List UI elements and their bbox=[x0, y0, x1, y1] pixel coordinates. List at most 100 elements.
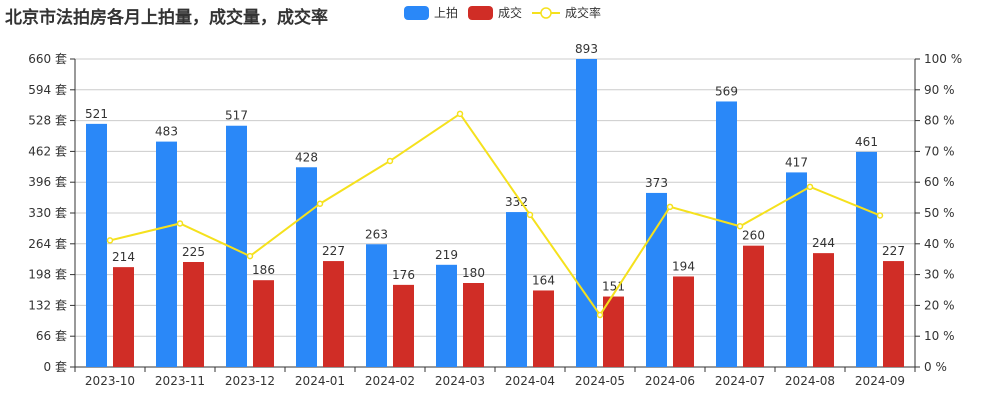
bar-sold bbox=[883, 261, 904, 367]
bar-sold bbox=[323, 261, 344, 367]
bar-label-sold: 227 bbox=[882, 244, 905, 258]
bar-listed bbox=[716, 101, 737, 367]
bar-label-listed: 517 bbox=[225, 109, 248, 123]
x-axis-tick-label: 2024-03 bbox=[435, 374, 485, 388]
bar-listed bbox=[576, 59, 597, 367]
bar-label-listed: 417 bbox=[785, 155, 808, 169]
bar-label-listed: 428 bbox=[295, 150, 318, 164]
rate-point bbox=[106, 237, 114, 244]
rate-point bbox=[876, 212, 884, 219]
bar-label-listed: 483 bbox=[155, 125, 178, 139]
legend-label-sold: 成交 bbox=[498, 6, 523, 20]
bar-listed bbox=[506, 212, 527, 367]
left-axis-tick-label: 198 套 bbox=[28, 268, 67, 282]
bar-label-listed: 893 bbox=[575, 42, 598, 56]
right-axis-tick-label: 20 % bbox=[924, 298, 955, 312]
left-axis-tick-label: 462 套 bbox=[28, 144, 67, 158]
right-axis-tick-label: 100 % bbox=[924, 52, 962, 66]
x-axis-tick-label: 2024-08 bbox=[785, 374, 835, 388]
rate-point bbox=[596, 311, 604, 319]
bar-label-sold: 164 bbox=[532, 273, 555, 287]
left-axis-tick-label: 264 套 bbox=[28, 237, 67, 251]
bar-label-listed: 461 bbox=[855, 135, 878, 149]
bar-sold bbox=[673, 276, 694, 367]
bar-label-sold: 260 bbox=[742, 229, 765, 243]
left-axis-tick-label: 528 套 bbox=[28, 114, 67, 128]
left-axis-tick-label: 132 套 bbox=[28, 298, 67, 312]
right-axis-tick-label: 30 % bbox=[924, 268, 955, 282]
bar-listed bbox=[856, 151, 877, 367]
legend-item-rate[interactable]: 成交率 bbox=[532, 4, 601, 21]
bar-label-listed: 219 bbox=[435, 248, 458, 262]
rate-point bbox=[736, 222, 744, 230]
bar-label-sold: 244 bbox=[812, 236, 835, 250]
legend-swatch-listed bbox=[404, 5, 429, 20]
bar-listed bbox=[436, 264, 457, 367]
left-axis-tick-label: 0 套 bbox=[44, 360, 67, 374]
bar-sold bbox=[253, 280, 274, 367]
bar-sold bbox=[463, 283, 484, 367]
bar-label-sold: 180 bbox=[462, 266, 485, 280]
bar-label-listed: 373 bbox=[645, 176, 668, 190]
right-axis-tick-label: 80 % bbox=[924, 114, 955, 128]
bar-listed bbox=[156, 141, 177, 367]
bar-sold bbox=[113, 267, 134, 367]
bar-listed bbox=[366, 244, 387, 367]
rate-point bbox=[806, 183, 814, 191]
left-axis-tick-label: 66 套 bbox=[36, 329, 67, 343]
rate-point bbox=[176, 220, 184, 227]
bar-label-listed: 332 bbox=[505, 195, 528, 209]
chart-title: 北京市法拍房各月上拍量，成交量，成交率 bbox=[5, 8, 328, 28]
bar-sold bbox=[603, 296, 624, 367]
right-axis-tick-label: 70 % bbox=[924, 144, 955, 158]
bar-sold bbox=[533, 290, 554, 367]
x-axis-tick-label: 2024-07 bbox=[715, 374, 765, 388]
bar-label-sold: 194 bbox=[672, 259, 695, 273]
bar-listed bbox=[226, 125, 247, 367]
left-axis-tick-label: 396 套 bbox=[28, 175, 67, 189]
right-axis-tick-label: 40 % bbox=[924, 237, 955, 251]
x-axis-tick-label: 2023-12 bbox=[225, 374, 275, 388]
rate-point bbox=[666, 203, 674, 211]
x-axis-tick-label: 2024-05 bbox=[575, 374, 625, 388]
rate-point bbox=[526, 211, 534, 219]
x-axis-tick-label: 2024-02 bbox=[365, 374, 415, 388]
left-axis-tick-label: 594 套 bbox=[28, 83, 67, 97]
legend-label-rate: 成交率 bbox=[565, 6, 602, 20]
rate-point bbox=[386, 157, 394, 165]
bar-label-sold: 176 bbox=[392, 268, 415, 282]
bar-label-sold: 227 bbox=[322, 244, 345, 258]
x-axis-tick-label: 2024-01 bbox=[295, 374, 345, 388]
right-axis-tick-label: 60 % bbox=[924, 175, 955, 189]
right-axis-tick-label: 50 % bbox=[924, 206, 955, 220]
right-axis-tick-label: 10 % bbox=[924, 329, 955, 343]
legend-label-listed: 上拍 bbox=[434, 6, 459, 20]
right-axis-tick-label: 0 % bbox=[924, 360, 947, 374]
legend-item-sold[interactable]: 成交 bbox=[468, 4, 522, 21]
bar-listed bbox=[646, 192, 667, 367]
x-axis-tick-label: 2023-10 bbox=[85, 374, 135, 388]
x-axis-tick-label: 2024-06 bbox=[645, 374, 695, 388]
bar-listed bbox=[786, 172, 807, 367]
bar-sold bbox=[183, 262, 204, 367]
legend-item-listed[interactable]: 上拍 bbox=[404, 4, 458, 21]
rate-point bbox=[316, 200, 324, 208]
x-axis-tick-label: 2024-09 bbox=[855, 374, 905, 388]
bar-listed bbox=[296, 167, 317, 367]
bar-sold bbox=[813, 253, 834, 367]
legend-line-icon bbox=[532, 6, 561, 19]
rate-line bbox=[109, 112, 881, 317]
bar-label-sold: 225 bbox=[182, 245, 205, 259]
bar-listed bbox=[86, 123, 107, 367]
legend-swatch-sold bbox=[468, 5, 494, 20]
left-axis-tick-label: 660 套 bbox=[28, 52, 67, 66]
bar-label-sold: 151 bbox=[602, 280, 625, 294]
rate-point bbox=[456, 110, 464, 118]
rate-point bbox=[246, 252, 254, 260]
bar-label-sold: 186 bbox=[252, 263, 275, 277]
right-axis-tick-label: 90 % bbox=[924, 83, 955, 97]
left-axis-tick-label: 330 套 bbox=[28, 206, 67, 220]
bar-label-listed: 521 bbox=[85, 107, 108, 121]
